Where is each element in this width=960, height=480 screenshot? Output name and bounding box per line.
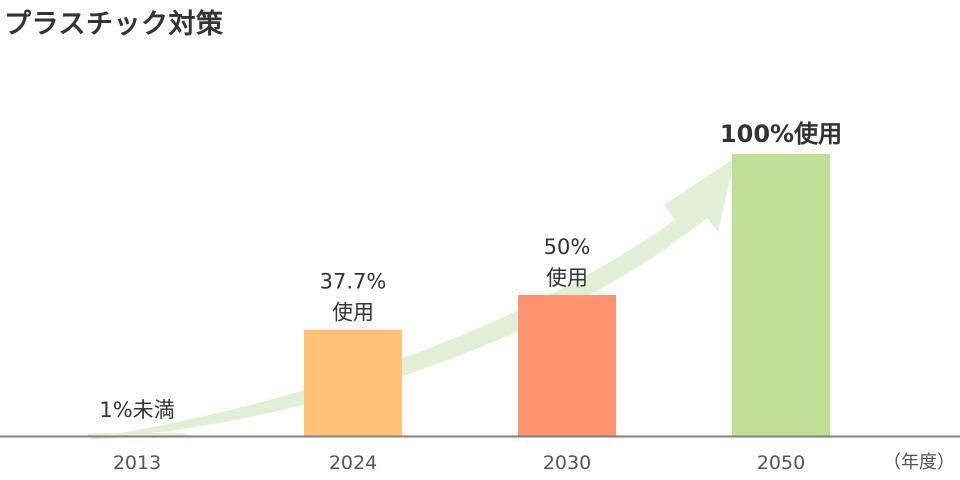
bar-2013 xyxy=(88,433,186,436)
x-tick-label-2030: 2030 xyxy=(543,452,591,474)
data-label-2013: 1%未満 xyxy=(99,398,174,422)
x-tick-label-2050: 2050 xyxy=(757,452,805,474)
x-axis-unit-label: （年度） xyxy=(883,452,955,473)
bar-2050 xyxy=(732,154,830,436)
x-tick-label-2013: 2013 xyxy=(113,452,161,474)
bar-2024 xyxy=(304,329,402,436)
x-tick-labels-group: 2013 2024 2030 2050 xyxy=(113,452,805,474)
growth-arrow-group xyxy=(90,158,735,440)
chart-title: プラスチック対策 xyxy=(4,9,224,40)
data-labels-group: 1%未満 37.7% 使用 50% 使用 100%使用 xyxy=(99,120,842,422)
bars-group xyxy=(88,154,830,436)
data-label-2024-line-1: 37.7% xyxy=(320,270,387,294)
data-label-2030-line-1: 50% xyxy=(544,235,591,259)
data-label-2050: 100%使用 xyxy=(720,120,842,148)
data-label-2030-line-2: 使用 xyxy=(546,266,588,290)
x-tick-label-2024: 2024 xyxy=(329,452,377,474)
bar-2030 xyxy=(518,295,616,436)
data-label-2024-line-2: 使用 xyxy=(332,301,374,325)
growth-arrow xyxy=(90,158,735,440)
